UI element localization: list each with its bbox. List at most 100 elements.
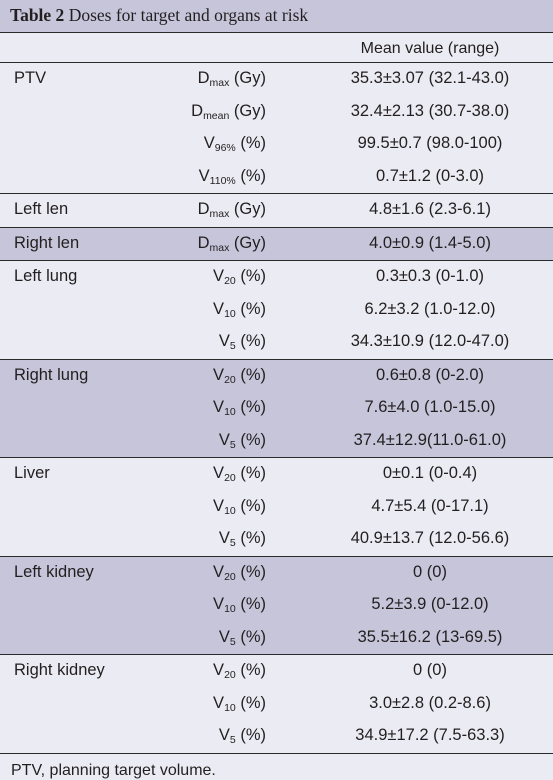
table-row: V10 (%) 4.7±5.4 (0-17.1) [0,491,553,524]
table-row: Liver V20 (%) 0±0.1 (0-0.4) [0,458,553,491]
parameter-label: V10 (%) [150,497,266,516]
table-footnote: PTV, planning target volume. [0,753,553,780]
parameter-unit: (%) [235,529,266,547]
table-row: V10 (%) 6.2±3.2 (1.0-12.0) [0,294,553,327]
parameter-symbol: V [213,562,225,581]
parameter-subscript: 10 [224,307,236,320]
parameter-subscript: 5 [229,340,236,352]
mean-value-cell: 99.5±0.7 (98.0-100) [357,134,503,152]
parameter-label: V5 (%) [150,431,266,450]
organ-group: Left lung V20 (%) 0.3±0.3 (0-1.0) V10 (%) 6.… [0,261,553,360]
parameter-unit: (%) [235,464,266,482]
parameter-subscript: 110% [209,174,236,187]
parameter-label: V5 (%) [150,628,266,647]
mean-value-cell: 0.7±1.2 (0-3.0) [375,166,485,185]
parameter-unit: (%) [235,661,266,679]
column-header-mean-value: Mean value (range) [360,40,500,57]
organ-group: PTV Dmax (Gy) 35.3±3.07 (32.1-43.0) Dmean (… [0,63,553,194]
organ-label: Liver [14,464,50,482]
table-row: Right lung V20 (%) 0.6±0.8 (0-2.0) [0,360,553,393]
organ-label: Right lung [14,365,89,384]
parameter-subscript: 20 [224,373,236,386]
mean-value-cell: 0.6±0.8 (0-2.0) [375,365,485,384]
organ-group: Liver V 20 (%) 0±0.1 (0-0.4) V10 (%) 4.7±5.4 … [0,458,553,557]
parameter-unit: (Gy) [229,200,266,218]
table-row: Left len Dmax (Gy) 4.8±1.6 (2.3-6.1) [0,194,553,227]
mean-value-cell: 5.2±3.9 (0-12.0) [371,595,489,613]
parameter-label: V20 (%) [150,366,266,385]
parameter-symbol: V [213,496,225,515]
organ-label: Right kidney [14,661,105,679]
mean-value-cell: 37.4±12.9(11.0-61.0) [353,430,507,449]
table-caption: Doses for target and organs at risk [64,5,309,25]
organ-label: PTV [14,69,47,87]
table-row: V5 (%) 34.3±10.9 (12.0-47.0) [0,326,553,359]
parameter-label: V110% (%) [150,167,266,186]
parameter-subscript: 20 [224,472,236,484]
parameter-unit: (%) [235,430,266,449]
parameter-symbol: V [213,595,225,613]
parameter-unit: (%) [235,365,266,384]
mean-value-cell: 34.3±10.9 (12.0-47.0) [350,332,510,350]
parameter-subscript: 10 [224,603,236,615]
organ-group: Right kidney V20 (%) 0 (0) V10 (%) 3.0±2.8 (… [0,655,553,754]
parameter-unit: (%) [235,134,266,152]
parameter-label: V5 (%) [150,529,266,548]
parameter-unit: (%) [235,693,266,712]
table-row: Left lung V20 (%) 0.3±0.3 (0-1.0) [0,261,553,294]
table-title: Table 2 Doses for target and organs at r… [0,0,553,33]
table-header-row: Mean value (range) [0,33,553,63]
parameter-label: Dmax (Gy) [150,69,266,88]
organ-label: Right len [14,233,80,252]
parameter-subscript: 5 [229,734,236,746]
mean-value-cell: 35.3±3.07 (32.1-43.0) [350,69,510,87]
parameter-unit: (%) [235,332,266,350]
parameter-symbol: V [218,529,230,547]
mean-value-cell: 4.8±1.6 (2.3-6.1) [369,200,491,218]
parameter-symbol: V [213,299,225,318]
parameter-symbol: D [197,200,210,218]
parameter-symbol: V [213,693,225,712]
parameter-subscript: 5 [229,438,236,451]
parameter-subscript: 96% [214,142,236,154]
organ-label: Left lung [14,267,78,285]
mean-value-cell: 0±0.1 (0-0.4) [382,464,478,482]
parameter-label: V20 (%) [150,267,266,286]
parameter-label: V10 (%) [150,694,266,713]
parameter-symbol: V [218,726,230,744]
mean-value-cell: 6.2±3.2 (1.0-12.0) [364,299,496,318]
parameter-subscript: max [209,241,230,254]
parameter-symbol: V [213,398,225,416]
table-row: V5 (%) 34.9±17.2 (7.5-63.3) [0,720,553,753]
organ-label: Left kidney [14,562,94,581]
parameter-label: V20 (%) [150,661,266,680]
table-body: PTV Dmax (Gy) 35.3±3.07 (32.1-43.0) Dmean (… [0,63,553,754]
parameter-unit: (Gy) [229,101,266,120]
parameter-symbol: V [218,430,230,449]
parameter-unit: (%) [235,166,266,185]
parameter-unit: (%) [235,726,266,744]
parameter-symbol: D [197,69,210,87]
organ-group: Left len Dmax (Gy) 4.8±1.6 (2.3-6.1) [0,194,553,228]
mean-value-cell: 35.5±16.2 (13-69.5) [357,627,503,646]
parameter-unit: (%) [235,562,266,581]
parameter-symbol: D [191,101,204,120]
parameter-unit: (%) [235,496,266,515]
parameter-symbol: V [203,134,215,152]
parameter-subscript: 10 [224,406,236,418]
table-row: Right len Dmax (Gy) 4.0±0.9 (1.4-5.0) [0,228,553,261]
organ-group: Right lung V20 (%) 0.6±0.8 (0-2.0) V10 (%) 7… [0,359,553,458]
parameter-label: Dmean (Gy) [150,102,266,121]
parameter-label: V5 (%) [150,726,266,745]
parameter-subscript: 5 [229,635,236,648]
table-row: V10 (%) 7.6±4.0 (1.0-15.0) [0,392,553,425]
parameter-symbol: V [213,365,225,384]
parameter-symbol: D [197,233,210,252]
parameter-subscript: 10 [224,701,236,714]
parameter-unit: (%) [235,595,266,613]
table-row: V5 (%) 35.5±16.2 (13-69.5) [0,622,553,655]
mean-value-cell: 40.9±13.7 (12.0-56.6) [350,529,510,547]
table-row: Dmean (Gy) 32.4±2.13 (30.7-38.0) [0,96,553,129]
mean-value-cell: 0.3±0.3 (0-1.0) [375,267,485,285]
